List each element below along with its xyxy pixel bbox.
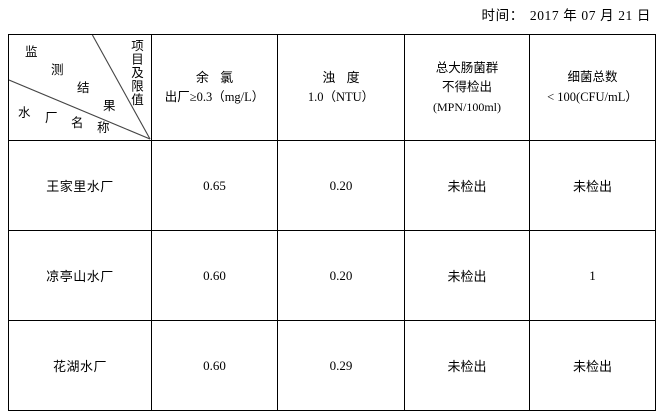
corner-result-char-4: 果 [103, 99, 116, 113]
table-row: 凉亭山水厂 0.60 0.20 未检出 1 [8, 230, 656, 321]
date-month-unit: 月 [600, 8, 615, 23]
column-header-name: 总大肠菌群 [435, 60, 499, 75]
cell-bacteria-count: 未检出 [529, 140, 656, 231]
column-header-name: 余 氯 [195, 69, 238, 85]
cell-residual-chlorine: 0.60 [151, 230, 278, 321]
date-year-unit: 年 [563, 8, 578, 23]
corner-label-plant-name: 水 厂 名 称 [10, 88, 151, 140]
column-header-limit: < 100(CFU/mL） [547, 89, 638, 104]
cell-bacteria-count: 未检出 [529, 320, 656, 411]
date-label: 时间： [481, 8, 524, 23]
corner-result-char-2: 测 [51, 63, 64, 77]
cell-total-coliform: 未检出 [404, 320, 530, 411]
corner-result-char-1: 监 [25, 45, 38, 59]
column-header-residual-chlorine: 余 氯 出厂≥0.3（mg/L） [151, 34, 278, 141]
column-header-unit: (MPN/100ml) [432, 99, 501, 114]
diagonal-divider-lines [9, 35, 151, 140]
cell-residual-chlorine: 0.60 [151, 320, 278, 411]
date-year: 2017 [529, 8, 560, 23]
column-header-limit: 不得检出 [441, 80, 492, 95]
column-header-limit: 出厂≥0.3（mg/L） [164, 89, 265, 104]
date-month: 07 [581, 8, 597, 23]
corner-plant-char-2: 厂 [45, 111, 58, 125]
corner-plant-char-3: 名 [71, 116, 84, 130]
cell-total-coliform: 未检出 [404, 230, 530, 321]
table-row: 花湖水厂 0.60 0.29 未检出 未检出 [8, 320, 656, 411]
column-header-name: 细菌总数 [567, 70, 618, 85]
date-day-unit: 日 [636, 8, 651, 23]
cell-plant-name: 花湖水厂 [8, 320, 152, 411]
cell-residual-chlorine: 0.65 [151, 140, 278, 231]
column-header-limit: 1.0（NTU） [307, 89, 375, 104]
cell-bacteria-count: 1 [529, 230, 656, 321]
corner-label-measure-result: 监 测 结 果 [10, 36, 151, 112]
corner-diagonal-header-cell: 项目及限值 监 测 结 果 水 厂 名 称 [8, 34, 152, 141]
cell-plant-name: 王家里水厂 [8, 140, 152, 231]
report-date: 时间： 2017 年 07 月 21 日 [482, 6, 653, 26]
corner-label-item-limit: 项目及限值 [129, 39, 143, 107]
date-day: 21 [618, 8, 633, 23]
corner-plant-char-1: 水 [18, 106, 31, 120]
water-quality-table: 项目及限值 监 测 结 果 水 厂 名 称 余 氯 出厂≥0.3（mg/L） 浊… [8, 34, 656, 411]
table-row: 王家里水厂 0.65 0.20 未检出 未检出 [8, 140, 656, 231]
cell-total-coliform: 未检出 [404, 140, 530, 231]
cell-turbidity: 0.20 [277, 140, 405, 231]
cell-turbidity: 0.29 [277, 320, 405, 411]
column-header-turbidity: 浊 度 1.0（NTU） [277, 34, 405, 141]
table-header-row: 项目及限值 监 测 结 果 水 厂 名 称 余 氯 出厂≥0.3（mg/L） 浊… [8, 34, 656, 141]
cell-turbidity: 0.20 [277, 230, 405, 321]
column-header-bacteria-count: 细菌总数 < 100(CFU/mL） [529, 34, 656, 141]
column-header-name: 浊 度 [322, 69, 364, 85]
column-header-total-coliform: 总大肠菌群 不得检出 (MPN/100ml) [404, 34, 530, 141]
corner-result-char-3: 结 [77, 81, 90, 95]
cell-plant-name: 凉亭山水厂 [8, 230, 152, 321]
corner-plant-char-4: 称 [97, 121, 110, 135]
